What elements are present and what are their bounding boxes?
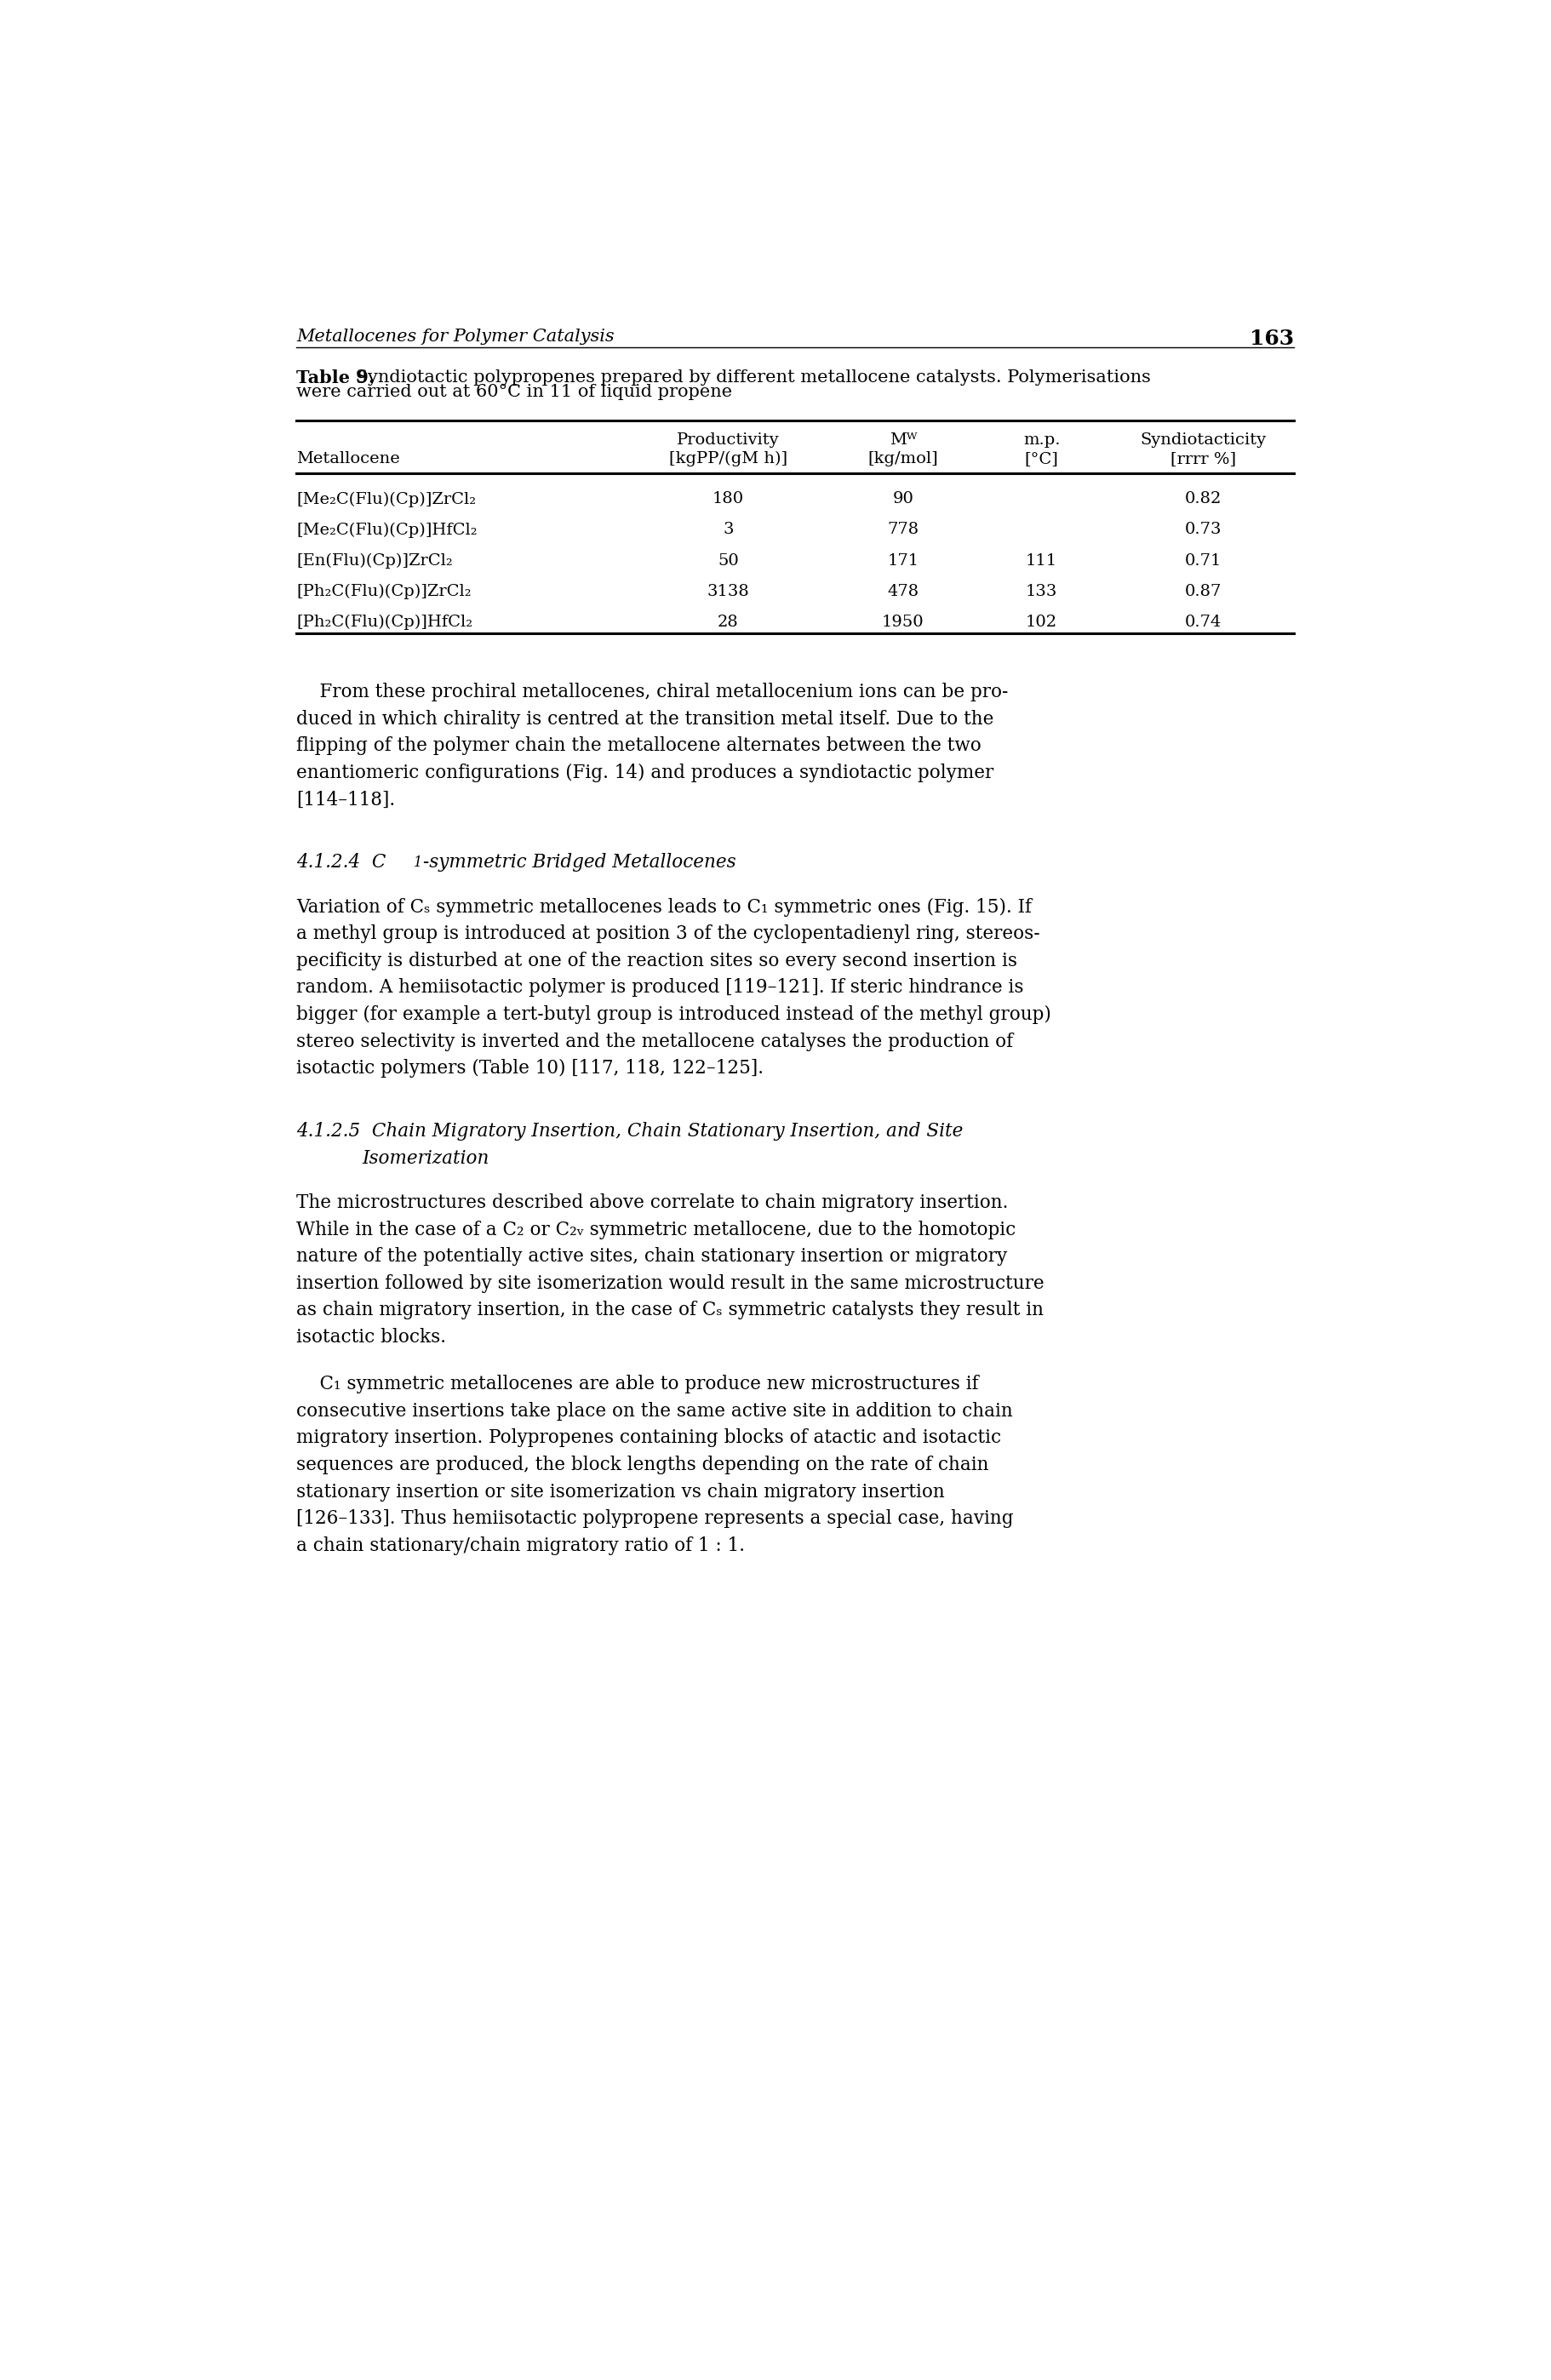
- Text: 180: 180: [712, 490, 744, 507]
- Text: [Ph₂C(Flu)(Cp)]HfCl₂: [Ph₂C(Flu)(Cp)]HfCl₂: [296, 614, 473, 631]
- Text: Productivity: Productivity: [676, 433, 780, 447]
- Text: Isomerization: Isomerization: [361, 1150, 489, 1169]
- Text: were carried out at 60°C in 11 of liquid propene: were carried out at 60°C in 11 of liquid…: [296, 383, 732, 400]
- Text: a chain stationary/chain migratory ratio of 1 : 1.: a chain stationary/chain migratory ratio…: [296, 1535, 744, 1554]
- Text: Metallocene: Metallocene: [296, 450, 400, 466]
- Text: flipping of the polymer chain the metallocene alternates between the two: flipping of the polymer chain the metall…: [296, 735, 982, 754]
- Text: as chain migratory insertion, in the case of Cₛ symmetric catalysts they result : as chain migratory insertion, in the cas…: [296, 1302, 1044, 1319]
- Text: [Me₂C(Flu)(Cp)]ZrCl₂: [Me₂C(Flu)(Cp)]ZrCl₂: [296, 490, 476, 507]
- Text: 0.87: 0.87: [1185, 583, 1222, 600]
- Text: -symmetric Bridged Metallocenes: -symmetric Bridged Metallocenes: [423, 852, 735, 871]
- Text: 163: 163: [1249, 328, 1294, 350]
- Text: 111: 111: [1025, 552, 1058, 569]
- Text: insertion followed by site isomerization would result in the same microstructure: insertion followed by site isomerization…: [296, 1273, 1044, 1292]
- Text: 478: 478: [887, 583, 918, 600]
- Text: pecificity is disturbed at one of the reaction sites so every second insertion i: pecificity is disturbed at one of the re…: [296, 952, 1017, 971]
- Text: 3138: 3138: [707, 583, 749, 600]
- Text: 0.73: 0.73: [1185, 521, 1222, 538]
- Text: consecutive insertions take place on the same active site in addition to chain: consecutive insertions take place on the…: [296, 1402, 1013, 1421]
- Text: bigger (for example a tert-butyl group is introduced instead of the methyl group: bigger (for example a tert-butyl group i…: [296, 1004, 1052, 1023]
- Text: enantiomeric configurations (Fig. 14) and produces a syndiotactic polymer: enantiomeric configurations (Fig. 14) an…: [296, 764, 994, 783]
- Text: 50: 50: [718, 552, 738, 569]
- Text: 4.1.2.4  C: 4.1.2.4 C: [296, 852, 386, 871]
- Text: The microstructures described above correlate to chain migratory insertion.: The microstructures described above corr…: [296, 1192, 1008, 1211]
- Text: 1: 1: [414, 857, 422, 871]
- Text: 4.1.2.5  Chain Migratory Insertion, Chain Stationary Insertion, and Site: 4.1.2.5 Chain Migratory Insertion, Chain…: [296, 1121, 963, 1140]
- Text: random. A hemiisotactic polymer is produced [119–121]. If steric hindrance is: random. A hemiisotactic polymer is produ…: [296, 978, 1024, 997]
- Text: duced in which chirality is centred at the transition metal itself. Due to the: duced in which chirality is centred at t…: [296, 709, 994, 728]
- Text: isotactic polymers (Table 10) [117, 118, 122–125].: isotactic polymers (Table 10) [117, 118,…: [296, 1059, 763, 1078]
- Text: Syndiotacticity: Syndiotacticity: [1140, 433, 1266, 447]
- Text: [126–133]. Thus hemiisotactic polypropene represents a special case, having: [126–133]. Thus hemiisotactic polypropen…: [296, 1509, 1013, 1528]
- Text: [114–118].: [114–118].: [296, 790, 396, 809]
- Text: 171: 171: [887, 552, 918, 569]
- Text: 1950: 1950: [883, 614, 924, 631]
- Text: 778: 778: [887, 521, 918, 538]
- Text: 28: 28: [718, 614, 738, 631]
- Text: 90: 90: [892, 490, 914, 507]
- Text: [Ph₂C(Flu)(Cp)]ZrCl₂: [Ph₂C(Flu)(Cp)]ZrCl₂: [296, 583, 472, 600]
- Text: stationary insertion or site isomerization vs chain migratory insertion: stationary insertion or site isomerizati…: [296, 1483, 945, 1502]
- Text: 3: 3: [723, 521, 734, 538]
- Text: Mᵂ: Mᵂ: [889, 433, 917, 447]
- Text: m.p.: m.p.: [1024, 433, 1061, 447]
- Text: nature of the potentially active sites, chain stationary insertion or migratory: nature of the potentially active sites, …: [296, 1247, 1007, 1266]
- Text: stereo selectivity is inverted and the metallocene catalyses the production of: stereo selectivity is inverted and the m…: [296, 1033, 1013, 1052]
- Text: From these prochiral metallocenes, chiral metallocenium ions can be pro-: From these prochiral metallocenes, chira…: [296, 683, 1008, 702]
- Text: isotactic blocks.: isotactic blocks.: [296, 1328, 447, 1347]
- Text: 0.74: 0.74: [1185, 614, 1222, 631]
- Text: [Me₂C(Flu)(Cp)]HfCl₂: [Me₂C(Flu)(Cp)]HfCl₂: [296, 521, 478, 538]
- Text: Variation of Cₛ symmetric metallocenes leads to C₁ symmetric ones (Fig. 15). If: Variation of Cₛ symmetric metallocenes l…: [296, 897, 1031, 916]
- Text: a methyl group is introduced at position 3 of the cyclopentadienyl ring, stereos: a methyl group is introduced at position…: [296, 926, 1039, 942]
- Text: [rrrr %]: [rrrr %]: [1171, 450, 1236, 466]
- Text: [°C]: [°C]: [1025, 450, 1059, 466]
- Text: [kgPP/(gM h)]: [kgPP/(gM h)]: [668, 450, 788, 466]
- Text: C₁ symmetric metallocenes are able to produce new microstructures if: C₁ symmetric metallocenes are able to pr…: [296, 1376, 979, 1395]
- Text: migratory insertion. Polypropenes containing blocks of atactic and isotactic: migratory insertion. Polypropenes contai…: [296, 1428, 1000, 1447]
- Text: 0.71: 0.71: [1185, 552, 1222, 569]
- Text: [En(Flu)(Cp)]ZrCl₂: [En(Flu)(Cp)]ZrCl₂: [296, 552, 453, 569]
- Text: [kg/mol]: [kg/mol]: [869, 450, 938, 466]
- Text: While in the case of a C₂ or C₂ᵥ symmetric metallocene, due to the homotopic: While in the case of a C₂ or C₂ᵥ symmetr…: [296, 1221, 1016, 1240]
- Text: Syndiotactic polypropenes prepared by different metallocene catalysts. Polymeris: Syndiotactic polypropenes prepared by di…: [351, 369, 1151, 386]
- Text: Metallocenes for Polymer Catalysis: Metallocenes for Polymer Catalysis: [296, 328, 614, 345]
- Text: 102: 102: [1025, 614, 1058, 631]
- Text: 0.82: 0.82: [1185, 490, 1222, 507]
- Text: 133: 133: [1025, 583, 1058, 600]
- Text: sequences are produced, the block lengths depending on the rate of chain: sequences are produced, the block length…: [296, 1457, 988, 1473]
- Text: Table 9.: Table 9.: [296, 369, 375, 386]
